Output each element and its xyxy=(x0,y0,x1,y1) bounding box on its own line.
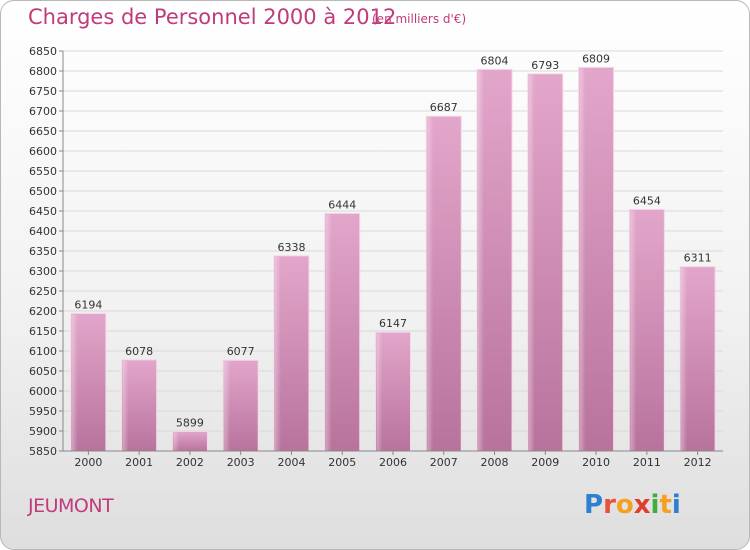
data-label: 6793 xyxy=(531,59,559,72)
y-tick-label: 6600 xyxy=(29,145,57,158)
logo-letter: t xyxy=(659,490,672,520)
y-axis-ticks: 5850 5900 5950 6000 6050 6100 6150 6200 6250 6300… xyxy=(29,45,63,458)
logo-letter: x xyxy=(633,490,651,520)
data-label: 6338 xyxy=(277,241,305,254)
bar-2009 xyxy=(527,73,564,452)
logo-letter: P xyxy=(584,490,604,520)
data-label: 6454 xyxy=(633,194,661,207)
data-label: 6194 xyxy=(74,298,102,311)
logo-letter: i xyxy=(650,490,660,520)
bar-2008 xyxy=(476,68,513,452)
bar-highlight xyxy=(173,432,180,451)
y-tick-label: 6650 xyxy=(29,125,57,138)
bar-2011 xyxy=(628,208,665,452)
x-tick-label: 2000 xyxy=(74,456,102,469)
y-tick-label: 6400 xyxy=(29,225,57,238)
y-tick-label: 6050 xyxy=(29,365,57,378)
y-tick-label: 5850 xyxy=(29,445,57,458)
x-tick-label: 2008 xyxy=(481,456,509,469)
bar-2012 xyxy=(679,266,716,452)
y-tick-label: 5950 xyxy=(29,405,57,418)
y-tick-label: 6450 xyxy=(29,205,57,218)
chart-subtitle: (en milliers d'€) xyxy=(372,12,467,26)
x-tick-label: 2010 xyxy=(582,456,610,469)
bar-highlight xyxy=(630,210,637,451)
x-tick-label: 2002 xyxy=(176,456,204,469)
data-label: 6147 xyxy=(379,317,407,330)
data-label: 5899 xyxy=(176,416,204,429)
bar-highlight xyxy=(681,267,688,451)
x-tick-label: 2011 xyxy=(633,456,661,469)
x-tick-label: 2012 xyxy=(684,456,712,469)
data-label: 6444 xyxy=(328,198,356,211)
data-label: 6804 xyxy=(481,54,509,67)
x-tick-label: 2007 xyxy=(430,456,458,469)
logo-letter: r xyxy=(603,490,616,520)
y-tick-label: 6550 xyxy=(29,165,57,178)
bar-highlight xyxy=(579,68,586,452)
bar-highlight xyxy=(224,361,231,451)
y-tick-label: 6350 xyxy=(29,245,57,258)
y-tick-label: 6250 xyxy=(29,285,57,298)
logo-letter: i xyxy=(671,490,681,520)
data-label: 6077 xyxy=(227,345,255,358)
y-tick-label: 6700 xyxy=(29,105,57,118)
x-tick-label: 2005 xyxy=(328,456,356,469)
data-label: 6311 xyxy=(684,252,712,265)
bar-highlight xyxy=(325,214,332,451)
bar-2007 xyxy=(425,115,462,452)
chart-title: Charges de Personnel 2000 à 2012 xyxy=(28,5,397,29)
bar-highlight xyxy=(122,360,129,451)
logo-letter: o xyxy=(615,490,634,520)
proxiti-logo: Proxiti xyxy=(584,490,681,520)
bar-2010 xyxy=(578,66,615,452)
bar-2003 xyxy=(222,359,259,452)
data-label: 6687 xyxy=(430,101,458,114)
x-tick-label: 2001 xyxy=(125,456,153,469)
bar-highlight xyxy=(427,117,434,451)
x-axis-ticks: 2000 2001 2002 2003 2004 2005 2006 2007 2008 2009… xyxy=(74,451,712,469)
y-tick-label: 6200 xyxy=(29,305,57,318)
y-tick-label: 6750 xyxy=(29,85,57,98)
y-tick-label: 6000 xyxy=(29,385,57,398)
bar-2001 xyxy=(121,359,158,452)
y-tick-label: 6150 xyxy=(29,325,57,338)
x-tick-label: 2006 xyxy=(379,456,407,469)
bar-highlight xyxy=(274,256,281,451)
bar-highlight xyxy=(376,333,383,451)
commune-name: JEUMONT xyxy=(28,495,114,517)
bar-2002 xyxy=(171,430,208,452)
y-tick-label: 6850 xyxy=(29,45,57,58)
data-label: 6809 xyxy=(582,52,610,65)
bar-2005 xyxy=(324,212,361,452)
x-tick-label: 2003 xyxy=(227,456,255,469)
bar-2006 xyxy=(375,331,411,452)
bar-2004 xyxy=(273,255,310,452)
data-label: 6078 xyxy=(125,345,153,358)
x-tick-label: 2009 xyxy=(531,456,559,469)
y-tick-label: 6300 xyxy=(29,265,57,278)
bar-highlight xyxy=(478,70,485,452)
bar-highlight xyxy=(528,74,535,452)
y-tick-label: 6800 xyxy=(29,65,57,78)
x-tick-label: 2004 xyxy=(277,456,305,469)
y-tick-label: 6500 xyxy=(29,185,57,198)
y-tick-label: 6100 xyxy=(29,345,57,358)
bar-highlight xyxy=(71,314,78,451)
bar-2000 xyxy=(70,312,107,452)
y-tick-label: 5900 xyxy=(29,425,57,438)
